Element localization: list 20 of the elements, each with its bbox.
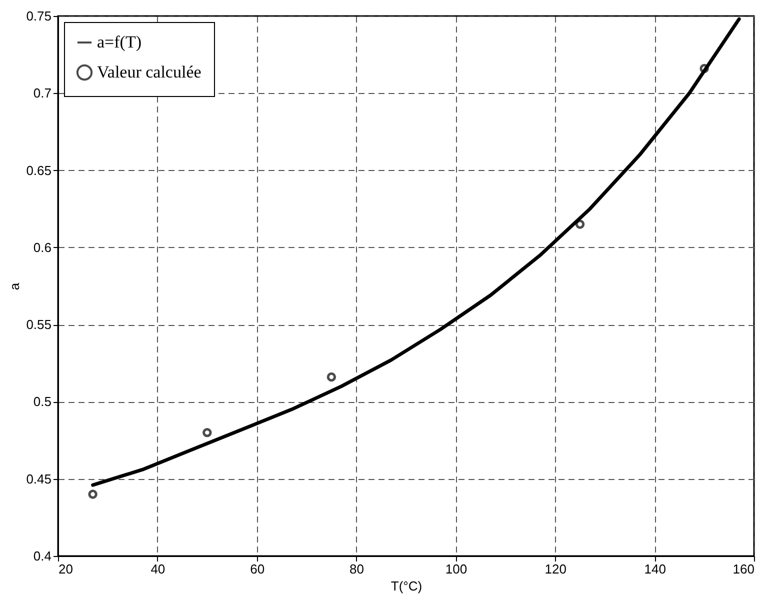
x-axis-title: T(°C) <box>390 578 422 594</box>
y-tick-label: 0.45 <box>26 471 52 486</box>
y-tick-label: 0.4 <box>33 548 52 564</box>
x-tick-label: 20 <box>58 562 73 576</box>
y-tick-label: 0.6 <box>33 240 52 255</box>
y-tick-label: 0.7 <box>33 86 52 101</box>
y-tick-label: 0.5 <box>33 394 52 410</box>
x-tick-label: 40 <box>150 562 166 576</box>
x-tick-label: 100 <box>445 562 468 576</box>
y-tick-label: 0.55 <box>26 317 52 332</box>
y-axis-title: a <box>7 282 22 290</box>
y-tick-label: 0.75 <box>26 8 52 24</box>
y-tick-label: 0.65 <box>26 162 52 178</box>
x-tick-label: 160 <box>732 562 754 576</box>
x-tick-label: 80 <box>350 562 364 576</box>
legend-label: Valeur calculée <box>97 62 202 82</box>
legend-label: a=f(T) <box>97 32 142 52</box>
x-tick-label: 140 <box>644 562 666 576</box>
x-tick-label: 60 <box>250 562 265 576</box>
x-tick-label: 120 <box>544 562 566 576</box>
